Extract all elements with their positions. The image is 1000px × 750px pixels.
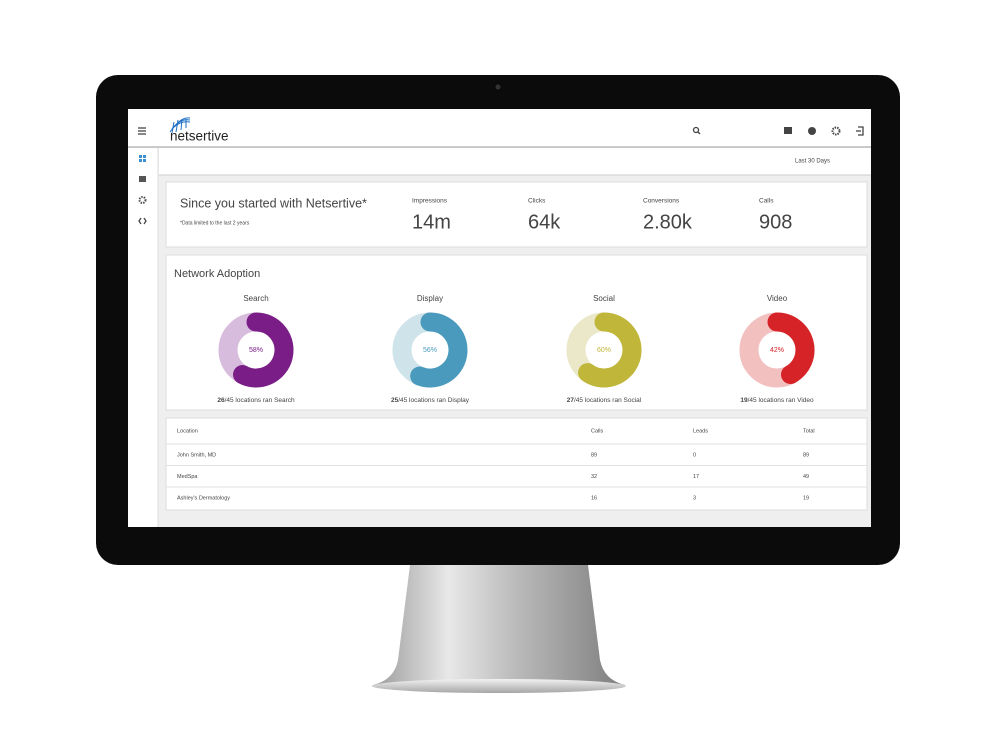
table-cell: 0 <box>693 452 696 458</box>
logout-button[interactable] <box>856 126 864 136</box>
donut-label: Social <box>593 294 615 303</box>
column-header: Total <box>803 428 815 434</box>
summary-note: *Data limited to the last 2 years <box>180 220 250 226</box>
stat-value: 2.80k <box>643 211 693 233</box>
donut-arc <box>578 312 642 388</box>
stat-label: Conversions <box>643 198 680 205</box>
feedback-button[interactable] <box>784 127 792 134</box>
donut-caption-text: /45 locations ran Social <box>574 397 642 404</box>
nav-code[interactable] <box>138 217 147 225</box>
filter-bar <box>159 148 871 175</box>
stat-value: 64k <box>528 211 561 233</box>
table-cell: 17 <box>693 474 699 480</box>
donut-label: Search <box>243 294 268 303</box>
logo-mark <box>169 117 191 134</box>
donut-arc <box>233 312 294 388</box>
donut-caption: 19/45 locations ran Video <box>740 397 814 404</box>
stats: Impressions 14m Clicks 64k Conversions 2.80k C… <box>412 198 792 234</box>
camera <box>495 84 501 90</box>
table-cell: 3 <box>693 495 696 501</box>
table-cell: 89 <box>803 452 809 458</box>
donut-count: 25 <box>391 397 399 404</box>
search-button[interactable] <box>692 126 701 135</box>
summary-title: Since you started with Netsertive* <box>180 196 367 210</box>
donut-value: 58% <box>249 347 263 354</box>
adoption-title: Network Adoption <box>174 268 260 280</box>
donut-caption: 27/45 locations ran Social <box>567 397 642 404</box>
table-cell: John Smith, MD <box>177 452 216 458</box>
table-card <box>165 417 868 511</box>
donut-arc <box>767 312 815 385</box>
top-bar <box>128 109 871 147</box>
menu-button[interactable] <box>138 127 146 135</box>
nav-reports[interactable] <box>139 176 146 182</box>
donut-value: 42% <box>770 347 784 354</box>
logo[interactable]: netsertive <box>170 129 229 144</box>
donut-arc <box>410 312 468 388</box>
donut-value: 56% <box>423 347 437 354</box>
monitor-base <box>372 679 626 693</box>
monitor-stand <box>373 565 625 685</box>
column-header: Calls <box>591 428 603 434</box>
date-range[interactable]: Last 30 Days <box>795 159 830 165</box>
donut-label: Display <box>417 294 443 303</box>
donut-count: 19 <box>740 397 748 404</box>
table-cell: 32 <box>591 474 597 480</box>
donut-caption-text: /45 locations ran Search <box>225 397 295 404</box>
table-cell: 19 <box>803 495 809 501</box>
locations-table: Location Calls Leads Total John Smith, MD 89 0… <box>166 428 867 501</box>
table-cell: 89 <box>591 452 597 458</box>
donut-caption-text: /45 locations ran Display <box>398 397 470 404</box>
column-header: Location <box>177 428 198 434</box>
donut-count: 26 <box>217 397 225 404</box>
donut-caption-text: /45 locations ran Video <box>748 397 814 404</box>
table-cell: MedSpa <box>177 474 198 480</box>
donut-label: Video <box>767 294 788 303</box>
donuts: Search 58% 26/45 locations ran Search Displ… <box>217 294 815 404</box>
stat-label: Calls <box>759 198 774 205</box>
help-button[interactable] <box>808 127 816 135</box>
stat-value: 908 <box>759 211 792 233</box>
stat-label: Clicks <box>528 198 546 205</box>
donut-value: 60% <box>597 347 611 354</box>
stat-value: 14m <box>412 211 451 233</box>
column-header: Leads <box>693 428 708 434</box>
sidebar <box>128 148 158 527</box>
settings-button[interactable] <box>831 126 841 136</box>
donut-count: 27 <box>567 397 575 404</box>
nav-settings[interactable] <box>138 196 147 204</box>
nav-dashboard[interactable] <box>139 155 146 162</box>
table-cell: Ashley's Dermatology <box>177 495 230 501</box>
summary-card <box>165 181 868 248</box>
stat-label: Impressions <box>412 198 448 205</box>
table-cell: 16 <box>591 495 597 501</box>
donut-caption: 25/45 locations ran Display <box>391 397 470 404</box>
table-cell: 49 <box>803 474 809 480</box>
donut-caption: 26/45 locations ran Search <box>217 397 295 404</box>
